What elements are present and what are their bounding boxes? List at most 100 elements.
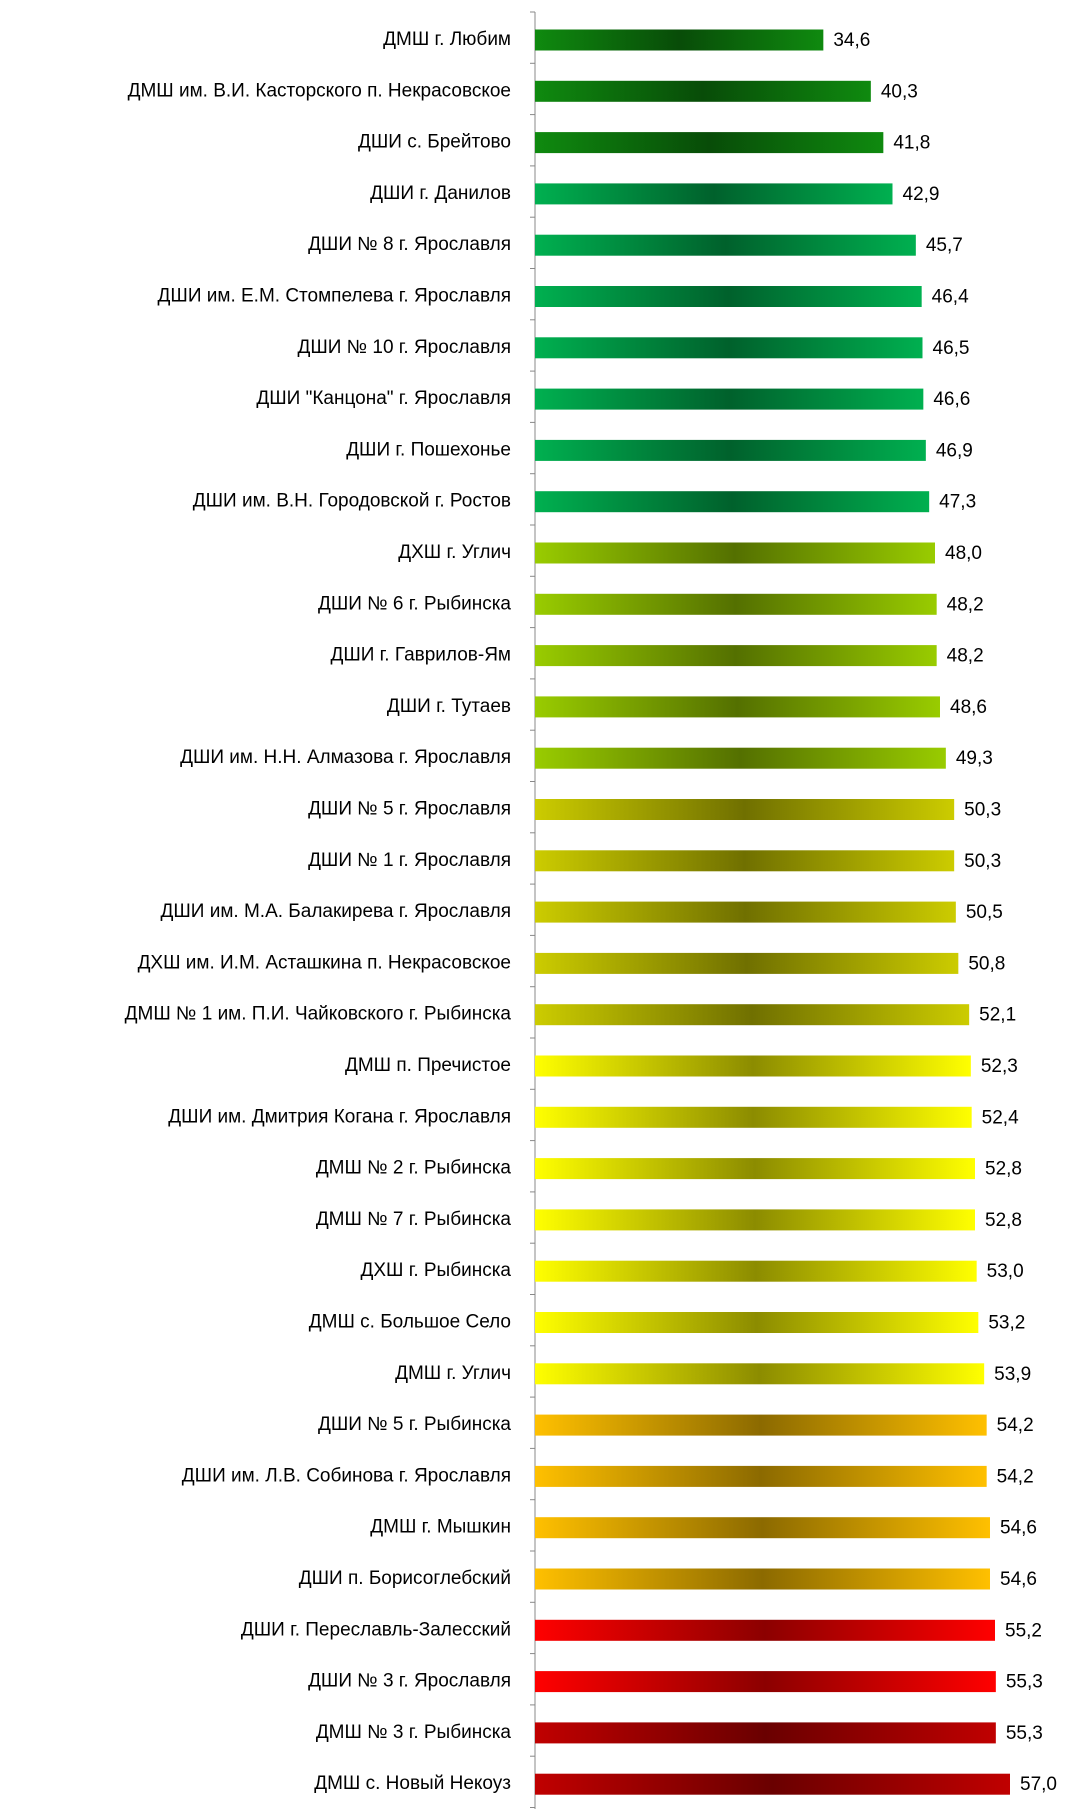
value-label: 52,4: [982, 1107, 1019, 1128]
bar: [535, 850, 955, 872]
category-label: ДМШ п. Пречистое: [345, 1055, 511, 1076]
value-label: 55,2: [1005, 1620, 1042, 1641]
value-label: 57,0: [1020, 1774, 1057, 1795]
category-label: ДМШ г. Углич: [395, 1363, 511, 1384]
category-label: ДШИ № 3 г. Ярославля: [308, 1671, 511, 1692]
category-label: ДШИ им. Е.М. Стомпелева г. Ярославля: [158, 286, 511, 307]
bar: [535, 1517, 990, 1539]
bar: [535, 337, 923, 359]
category-label: ДШИ № 1 г. Ярославля: [308, 850, 511, 871]
value-label: 46,5: [933, 338, 970, 359]
category-label: ДШИ с. Брейтово: [358, 132, 511, 153]
category-label: ДХШ г. Рыбинска: [360, 1260, 511, 1281]
value-label: 49,3: [956, 748, 993, 769]
bar: [535, 799, 955, 820]
category-label: ДМШ № 2 г. Рыбинска: [316, 1158, 512, 1179]
bar: [535, 696, 940, 718]
value-label: 42,9: [903, 184, 940, 205]
bar: [535, 1619, 995, 1641]
value-label: 46,4: [932, 287, 969, 308]
value-label: 52,8: [985, 1210, 1022, 1231]
category-label: ДШИ № 6 г. Рыбинска: [318, 593, 511, 614]
bar: [535, 1312, 979, 1333]
category-label: ДШИ г. Тутаев: [387, 696, 511, 717]
value-label: 52,1: [979, 1005, 1016, 1026]
bar: [535, 491, 930, 513]
bar: [535, 1260, 977, 1282]
category-label: ДХШ им. И.М. Асташкина п. Некрасовское: [138, 952, 511, 973]
category-label: ДМШ с. Большое Село: [309, 1312, 511, 1333]
category-label: ДХШ г. Углич: [398, 542, 511, 563]
value-label: 46,6: [933, 389, 970, 410]
value-label: 48,0: [945, 543, 982, 564]
category-label: ДШИ г. Пошехонье: [346, 439, 511, 460]
bar: [535, 645, 937, 667]
category-label: ДМШ № 1 им. П.И. Чайковского г. Рыбинска: [125, 1004, 512, 1025]
category-label: ДШИ п. Борисоглебский: [299, 1568, 511, 1589]
category-label: ДМШ им. В.И. Касторского п. Некрасовское: [128, 80, 511, 101]
bar: [535, 1568, 990, 1590]
value-label: 50,5: [966, 902, 1003, 923]
value-label: 52,3: [981, 1056, 1018, 1077]
bar: [535, 747, 946, 769]
category-label: ДШИ г. Переславль-Залесский: [241, 1619, 511, 1640]
bar: [535, 1209, 975, 1231]
value-label: 50,3: [964, 851, 1001, 872]
bar: [535, 183, 893, 205]
category-label: ДМШ № 7 г. Рыбинска: [316, 1209, 512, 1230]
bar: [535, 1671, 996, 1693]
value-label: 50,8: [968, 953, 1005, 974]
bar: [535, 542, 935, 564]
bar: [535, 1055, 971, 1077]
category-label: ДМШ с. Новый Некоуз: [314, 1773, 511, 1794]
bar: [535, 952, 959, 974]
bar: [535, 1106, 972, 1128]
value-label: 54,6: [1000, 1569, 1037, 1590]
bar: [535, 439, 926, 461]
bar: [535, 286, 922, 307]
category-label: ДШИ № 10 г. Ярославля: [298, 337, 512, 358]
value-label: 34,6: [833, 30, 870, 51]
value-label: 48,2: [947, 646, 984, 667]
bar: [535, 1414, 987, 1436]
value-label: 47,3: [939, 492, 976, 513]
category-label: ДШИ № 5 г. Ярославля: [308, 799, 511, 820]
category-label: ДШИ № 8 г. Ярославля: [308, 234, 511, 255]
value-label: 40,3: [881, 81, 918, 102]
bar: [535, 1773, 1010, 1795]
value-label: 55,3: [1006, 1672, 1043, 1693]
bar: [535, 1158, 975, 1180]
bar: [535, 388, 924, 410]
bar: [535, 593, 937, 615]
category-label: ДШИ г. Данилов: [370, 183, 511, 204]
bar: [535, 901, 956, 923]
value-label: 53,9: [994, 1364, 1031, 1385]
value-label: 48,2: [947, 594, 984, 615]
category-label: ДШИ им. Дмитрия Когана г. Ярославля: [168, 1106, 511, 1127]
value-label: 41,8: [893, 133, 930, 154]
category-label: ДШИ им. М.А. Балакирева г. Ярославля: [161, 901, 511, 922]
value-label: 54,6: [1000, 1518, 1037, 1539]
category-label: ДШИ "Канцона" г. Ярославля: [256, 388, 511, 409]
value-label: 55,3: [1006, 1723, 1043, 1744]
category-label: ДШИ им. Л.В. Собинова г. Ярославля: [182, 1465, 511, 1486]
bar: [535, 29, 824, 51]
bar: [535, 1363, 985, 1385]
value-label: 54,2: [997, 1415, 1034, 1436]
bar: [535, 132, 884, 154]
value-label: 46,9: [936, 440, 973, 461]
value-label: 48,6: [950, 697, 987, 718]
value-label: 45,7: [926, 235, 963, 256]
bar: [535, 1004, 970, 1026]
bar: [535, 80, 871, 102]
bar: [535, 1722, 996, 1744]
value-label: 52,8: [985, 1159, 1022, 1180]
category-label: ДМШ г. Любим: [383, 29, 511, 50]
category-label: ДМШ № 3 г. Рыбинска: [316, 1722, 512, 1743]
category-label: ДМШ г. Мышкин: [370, 1517, 511, 1538]
category-label: ДШИ им. В.Н. Городовской г. Ростов: [193, 491, 511, 512]
value-label: 53,2: [988, 1313, 1025, 1334]
category-label: ДШИ им. Н.Н. Алмазова г. Ярославля: [180, 747, 511, 768]
category-label: ДШИ № 5 г. Рыбинска: [318, 1414, 511, 1435]
